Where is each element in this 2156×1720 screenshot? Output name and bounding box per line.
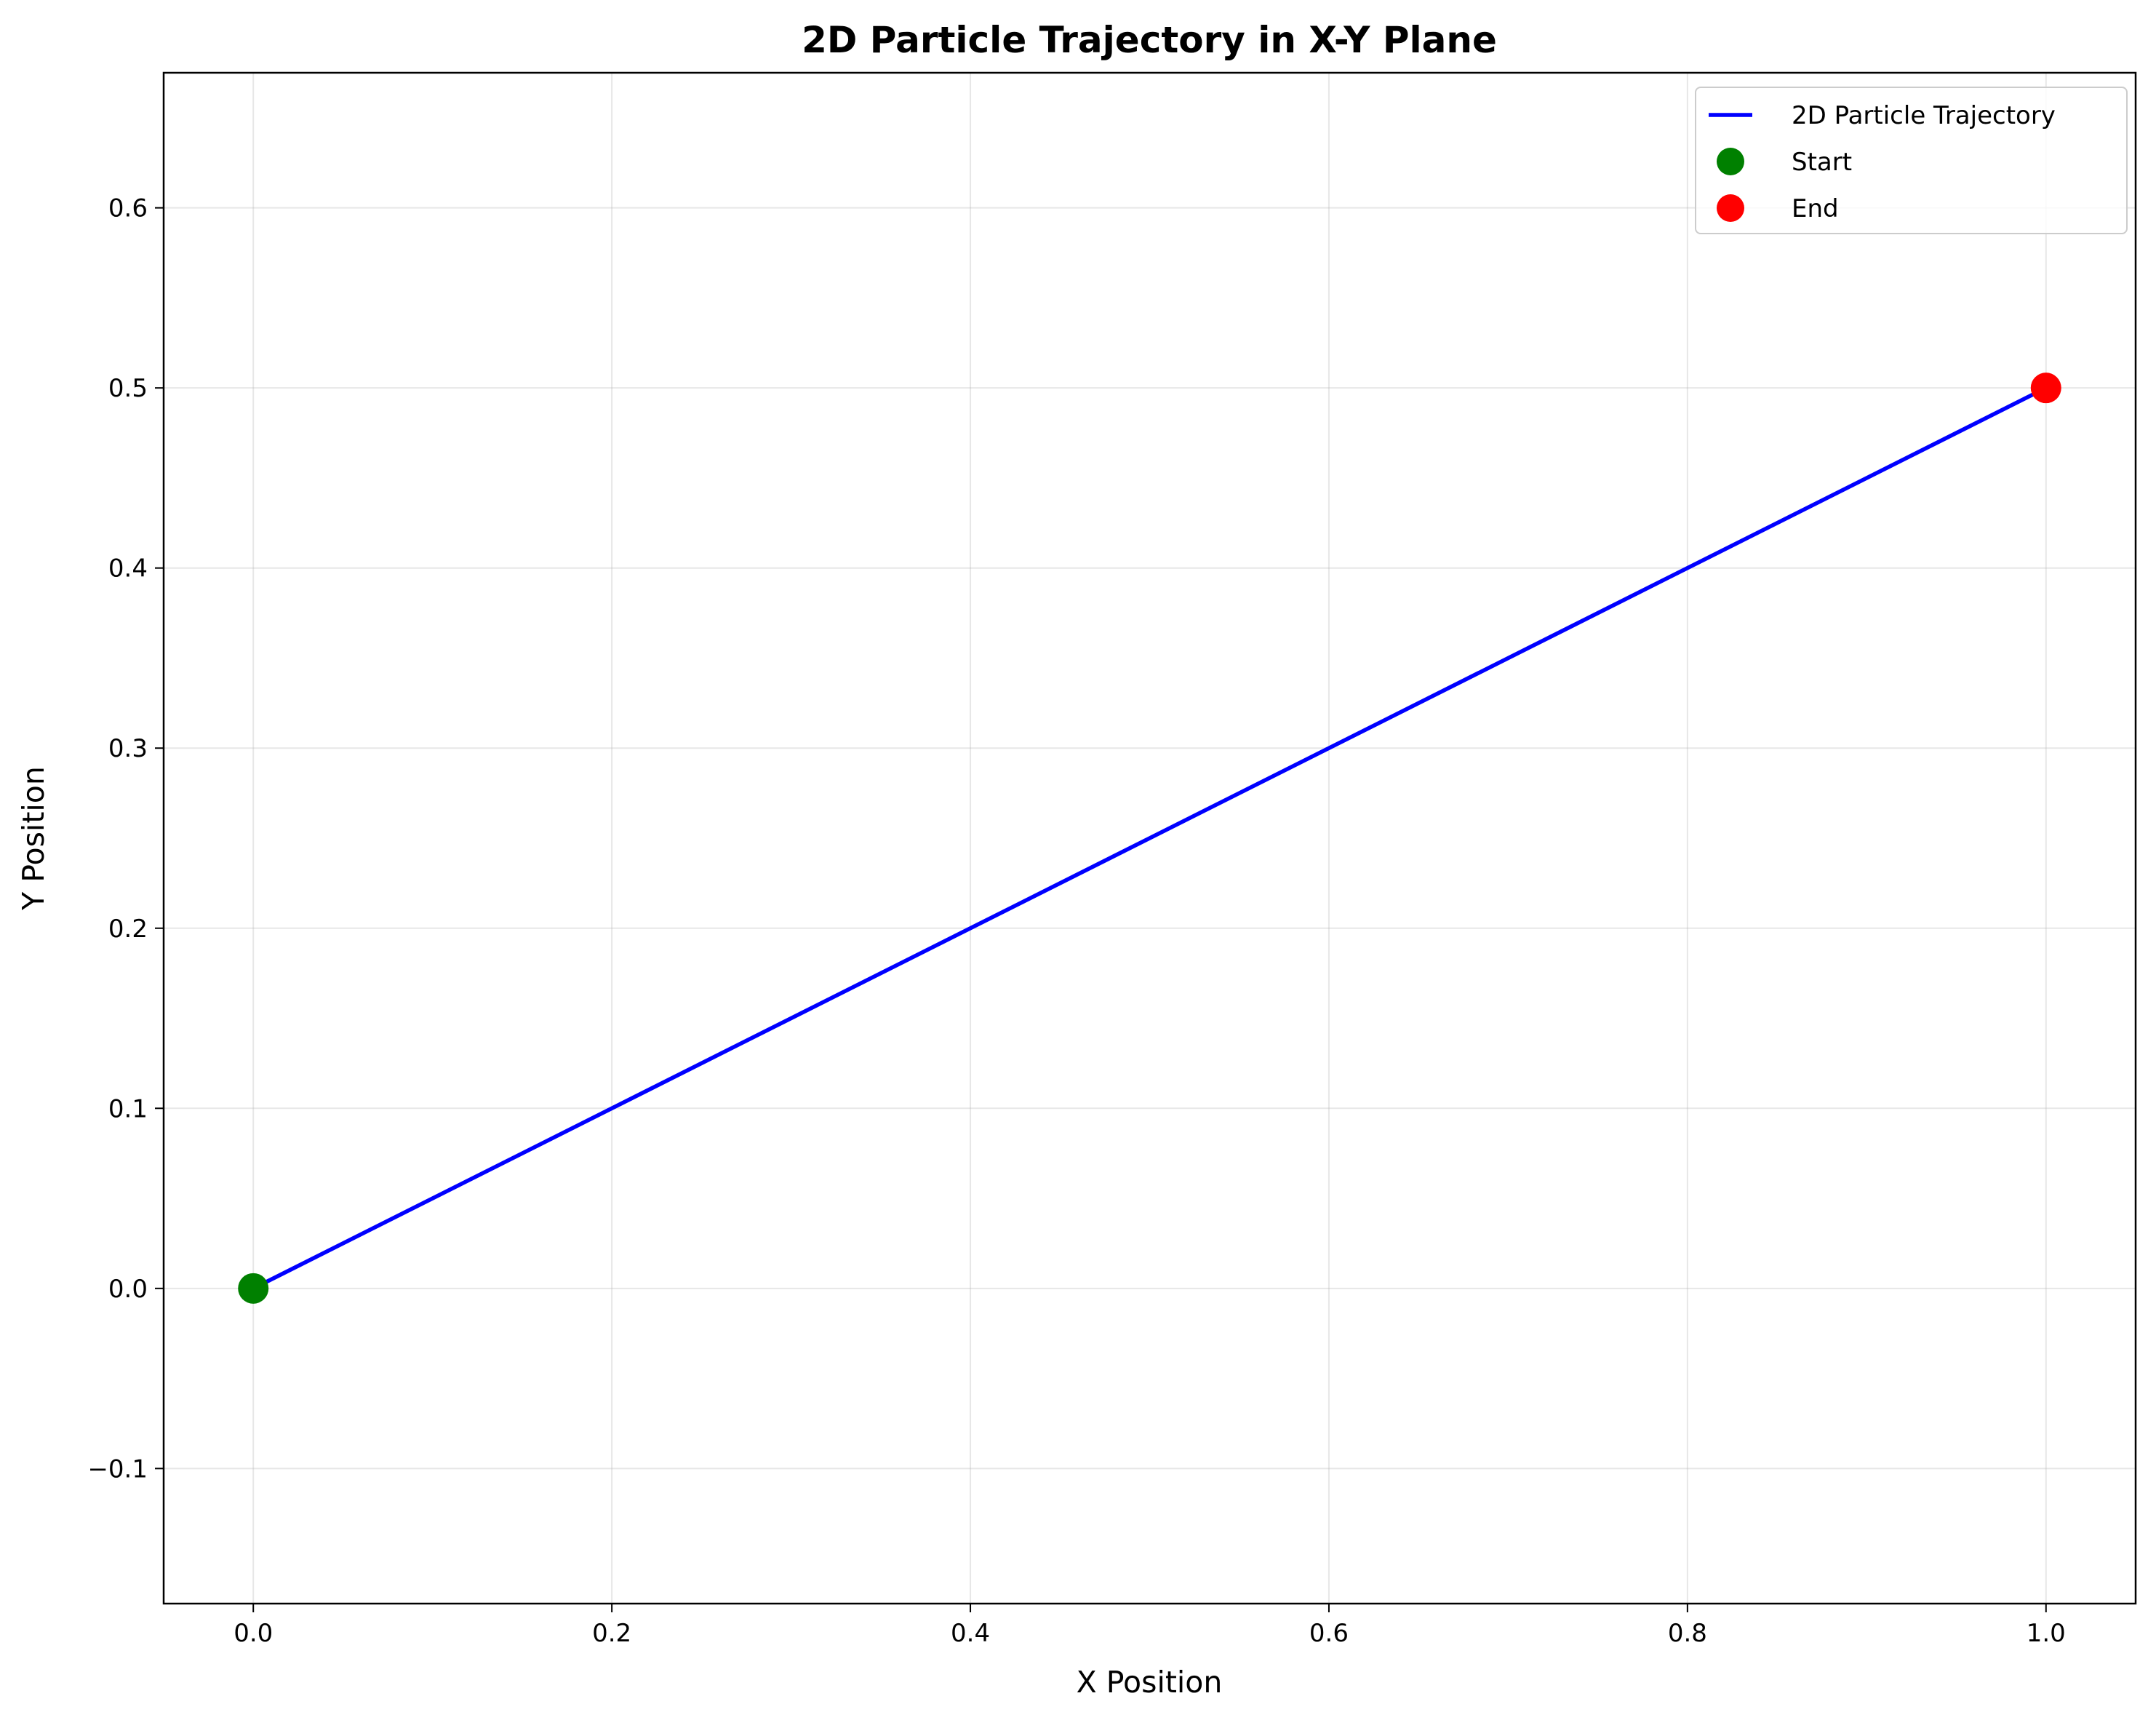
plot-area-frame	[162, 71, 2137, 1605]
y-tick-label: −0.1	[87, 1454, 148, 1484]
y-tick-label: 0.2	[108, 915, 148, 944]
end-point	[2030, 373, 2061, 404]
y-tick-label: 0.0	[108, 1275, 148, 1304]
y-tick-label: 0.4	[108, 554, 148, 584]
x-tick-label: 1.0	[2027, 1619, 2066, 1648]
legend-marker-swatch	[1717, 194, 1744, 222]
y-tick-label: 0.6	[108, 194, 148, 223]
plot-series	[238, 373, 2061, 1304]
y-tick-label: 0.3	[108, 734, 148, 763]
x-tick-label: 0.2	[592, 1619, 631, 1648]
axis-ticks: 0.0 0.2 0.4 0.6 0.8 1.0 −0.1 0.0 0.1 0.2 0.3 0.4 0.5…	[87, 194, 2065, 1648]
x-tick-label: 0.6	[1309, 1619, 1349, 1648]
legend: 2D Particle Trajectory Start End	[1695, 87, 2128, 234]
trajectory-line	[250, 385, 2049, 1291]
legend-label: 2D Particle Trajectory	[1792, 101, 2056, 130]
start-point	[238, 1273, 269, 1304]
x-tick-label: 0.4	[951, 1619, 990, 1648]
x-tick-label: 0.8	[1668, 1619, 1707, 1648]
y-tick-label: 0.5	[108, 374, 148, 403]
legend-label: End	[1792, 194, 1839, 223]
y-tick-label: 0.1	[108, 1094, 148, 1123]
x-tick-label: 0.0	[233, 1619, 273, 1648]
legend-marker-swatch	[1717, 148, 1744, 175]
y-axis-title: Y Position	[16, 766, 51, 911]
legend-label: Start	[1792, 148, 1852, 177]
legend-box	[1695, 87, 2128, 234]
chart-title: 2D Particle Trajectory in X-Y Plane	[802, 19, 1497, 61]
x-axis-title: X Position	[1077, 1665, 1223, 1700]
